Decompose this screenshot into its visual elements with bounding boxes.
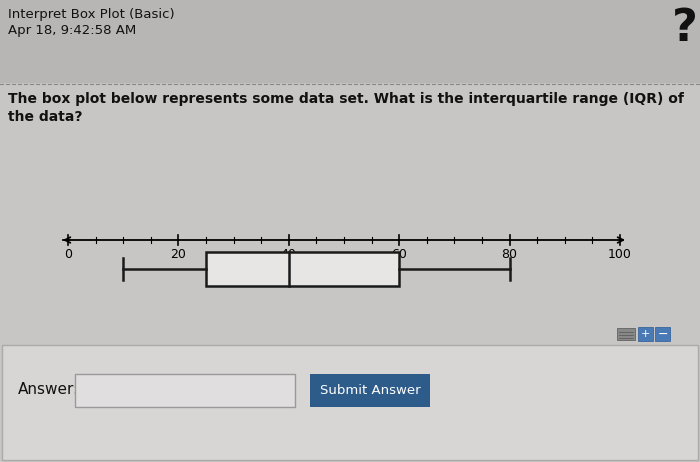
Text: the data?: the data?: [8, 110, 83, 124]
Text: 0: 0: [64, 248, 72, 261]
Text: Interpret Box Plot (Basic): Interpret Box Plot (Basic): [8, 8, 174, 21]
Bar: [638, 327, 653, 341]
Text: Answer:: Answer:: [18, 383, 79, 397]
Bar: [2, 345, 698, 460]
Text: The box plot below represents some data set. What is the interquartile range (IQ: The box plot below represents some data …: [8, 92, 684, 106]
Bar: [617, 328, 635, 340]
Text: 60: 60: [391, 248, 407, 261]
Text: ?: ?: [672, 7, 698, 50]
Bar: [2, 345, 698, 460]
Bar: [0, 0, 700, 82]
Text: Submit Answer: Submit Answer: [320, 383, 420, 396]
Text: 20: 20: [171, 248, 186, 261]
Text: Apr 18, 9:42:58 AM: Apr 18, 9:42:58 AM: [8, 24, 136, 37]
Bar: [206, 252, 399, 286]
Bar: [310, 374, 430, 407]
Bar: [75, 374, 295, 407]
Text: 100: 100: [608, 248, 632, 261]
Text: +: +: [640, 329, 650, 339]
Text: 80: 80: [502, 248, 517, 261]
Text: −: −: [657, 328, 668, 340]
Bar: [655, 327, 670, 341]
Text: 40: 40: [281, 248, 297, 261]
